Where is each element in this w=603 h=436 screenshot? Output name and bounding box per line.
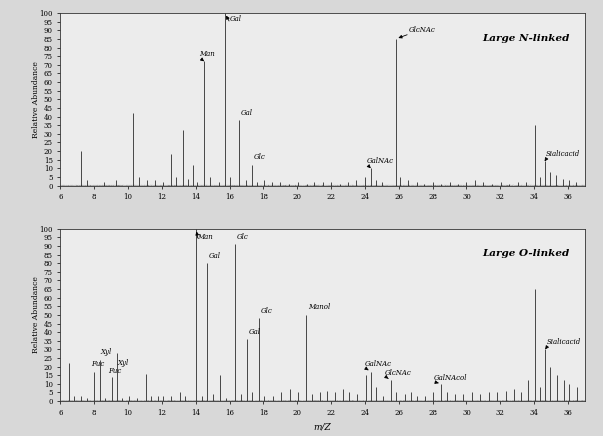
Text: GlcNAc: GlcNAc — [409, 26, 435, 34]
Text: Xyl: Xyl — [118, 359, 129, 367]
Text: GalNAc: GalNAc — [365, 360, 392, 368]
Text: Gal: Gal — [241, 109, 253, 116]
Text: Glc: Glc — [237, 233, 249, 241]
Text: GalNAc: GalNAc — [367, 157, 394, 165]
Y-axis label: Relative Abundance: Relative Abundance — [33, 276, 40, 353]
Text: Gal: Gal — [230, 15, 242, 24]
Text: Large O-linked: Large O-linked — [482, 249, 569, 259]
Text: Sialicacid: Sialicacid — [546, 150, 580, 158]
Text: Man: Man — [197, 233, 213, 241]
Text: Sialicacid: Sialicacid — [547, 338, 581, 346]
Text: Glc: Glc — [261, 307, 273, 315]
Text: Fuc: Fuc — [109, 367, 122, 375]
Text: Gal: Gal — [209, 252, 220, 260]
Text: Large N-linked: Large N-linked — [482, 34, 569, 43]
Text: Manol: Manol — [308, 303, 330, 311]
Text: GalNAcol: GalNAcol — [434, 374, 468, 382]
Text: Man: Man — [199, 50, 215, 58]
Text: Glc: Glc — [254, 153, 266, 161]
Text: Xyl: Xyl — [101, 348, 112, 356]
Text: GlcNAc: GlcNAc — [385, 369, 412, 377]
Text: Gal: Gal — [249, 327, 261, 336]
Y-axis label: Relative Abundance: Relative Abundance — [33, 61, 40, 138]
Text: Fuc: Fuc — [92, 360, 105, 368]
X-axis label: m/Z: m/Z — [314, 422, 332, 431]
